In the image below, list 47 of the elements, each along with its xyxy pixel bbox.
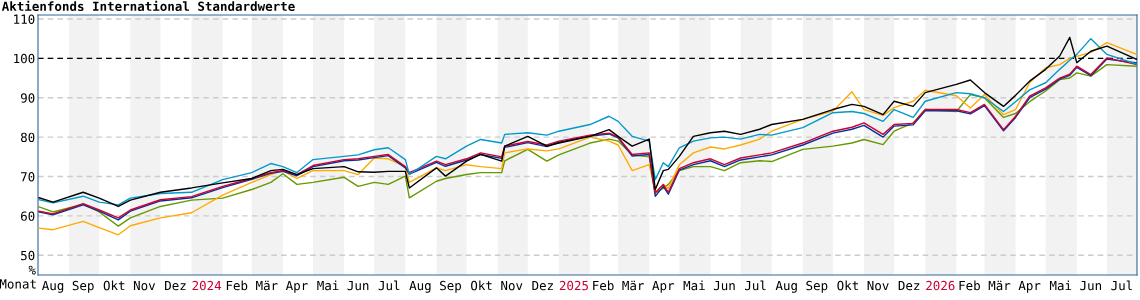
chart-title: Aktienfonds International Standardwerte [1, 0, 295, 12]
x-tick-label: Mär [622, 280, 644, 291]
x-tick-label: Mai [1049, 280, 1072, 291]
x-tick-label: 2026 [926, 280, 955, 291]
x-tick-label: Aug [41, 280, 64, 293]
x-tick-label: Dez [165, 281, 186, 291]
x-tick-label: Jul [744, 280, 766, 291]
x-tick-label: Dez [898, 281, 920, 291]
x-axis-title: Monat [0, 279, 36, 289]
x-tick-label: Nov [133, 281, 156, 291]
x-tick-label: Aug [775, 280, 797, 293]
x-tick-label: Jun [1080, 281, 1102, 291]
y-tick-label: 80 [20, 132, 35, 143]
x-tick-label: Sep [440, 280, 462, 293]
x-tick-label: 2024 [192, 280, 222, 291]
y-tick-label: 70 [21, 172, 35, 182]
y-tick-label: 50 [21, 250, 35, 261]
x-tick-label: Feb [593, 280, 614, 291]
x-tick-label: Mär [988, 280, 1011, 291]
x-tick-label: Mai [317, 280, 339, 291]
x-tick-label: Okt [837, 280, 859, 291]
x-tick-label: Sep [806, 280, 828, 293]
x-tick-label: Sep [72, 280, 94, 293]
y-tick-label: 110 [14, 14, 35, 24]
x-tick-label: Dez [532, 281, 553, 291]
x-tick-label: Apr [652, 281, 675, 293]
x-tick-label: Apr [285, 281, 308, 293]
y-tick-label: 100 [14, 53, 35, 64]
y-axis-title: % [28, 265, 36, 275]
x-tick-label: Feb [959, 280, 980, 291]
x-tick-label: Nov [867, 281, 889, 291]
x-tick-label: Mai [683, 280, 705, 291]
x-tick-label: Okt [471, 280, 492, 291]
x-tick-label: Mär [256, 280, 278, 291]
x-tick-label: Feb [226, 280, 248, 291]
x-tick-label: Apr [1018, 281, 1041, 293]
x-tick-label: Jul [378, 280, 400, 291]
x-tick-label: Aug [409, 280, 431, 293]
x-tick-label: Jun [713, 281, 735, 291]
y-tick-label: 90 [20, 93, 35, 103]
x-tick-label: Jul [1111, 280, 1133, 291]
y-tick-label: 60 [20, 211, 35, 221]
line-series [38, 41, 1137, 236]
x-tick-label: Nov [501, 281, 523, 291]
x-tick-label: Okt [103, 280, 125, 291]
x-tick-label: 2025 [559, 280, 588, 291]
x-tick-label: Jun [347, 281, 369, 291]
